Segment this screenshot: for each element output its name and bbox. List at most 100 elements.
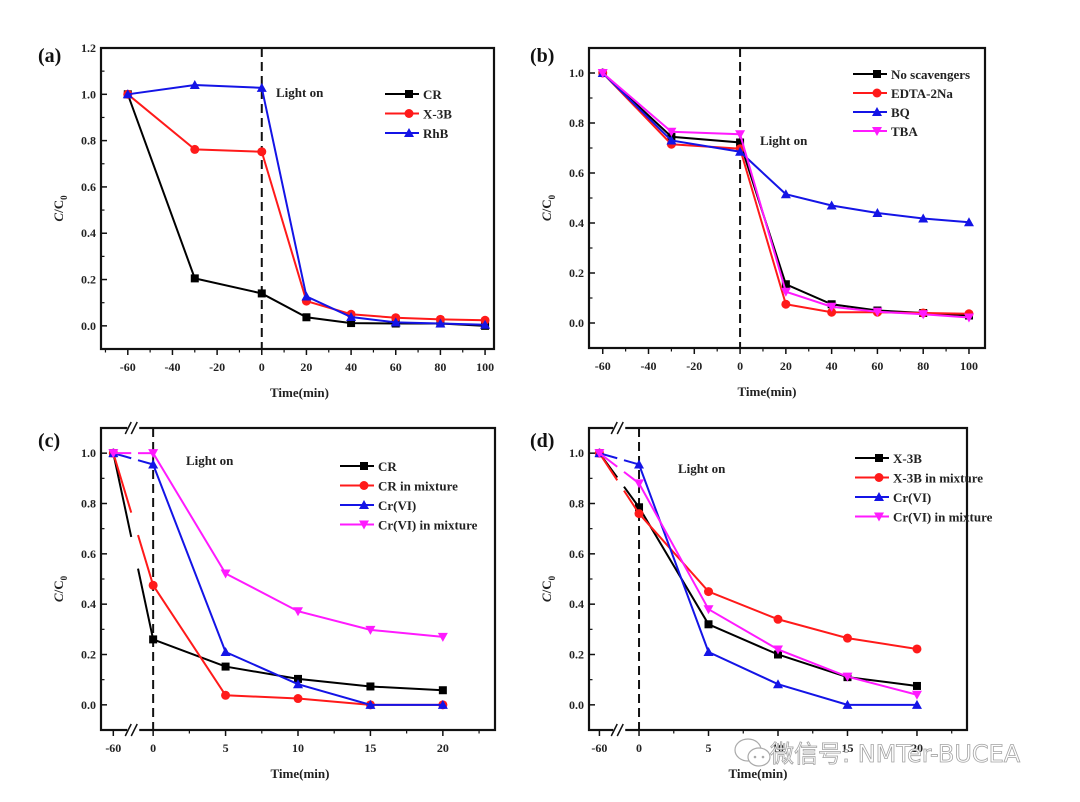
series-line — [623, 459, 640, 466]
y-tick-label: 1.0 — [569, 446, 584, 460]
data-point — [735, 146, 746, 156]
y-tick-label: 0.8 — [569, 497, 584, 511]
watermark: 微信号: NMTer-BUCEA — [734, 738, 1021, 768]
data-point — [842, 672, 853, 682]
series-cr-vi- — [594, 448, 922, 709]
legend-label: X-3B — [423, 107, 452, 122]
x-tick-label: 15 — [841, 741, 853, 755]
panel-b: 0.0 0.2 0.4 0.6 0.8 1.0 -60 -40 -20 0 20 40 60 80 100 T… — [530, 45, 987, 399]
x-tick-label: 0 — [259, 360, 265, 374]
data-point — [842, 699, 853, 709]
data-point — [190, 274, 199, 283]
y-tick-label: 1.0 — [81, 446, 96, 460]
data-point — [294, 674, 302, 683]
legend-item: RhB — [385, 126, 449, 141]
y-tick-label: 0.2 — [569, 648, 584, 662]
x-tick-label: 40 — [345, 360, 357, 374]
series-line — [137, 568, 155, 640]
data-point — [220, 646, 231, 656]
x-axis-title: Time(min) — [271, 766, 330, 781]
panel-d: 0.0 0.2 0.4 0.6 0.8 1.0 -60 0 5 10 15 20 Time(min) C/… — [530, 421, 993, 781]
plot-frame — [99, 46, 496, 351]
y-tick-label: 0.8 — [81, 134, 96, 148]
y-tick-label: 0.4 — [569, 216, 584, 230]
y-tick-label: 1.0 — [569, 66, 584, 80]
data-point — [346, 312, 357, 322]
series-line — [137, 534, 155, 586]
legend-marker — [874, 473, 884, 482]
x-tick-label: 60 — [390, 360, 402, 374]
data-point — [780, 189, 791, 199]
data-point — [347, 319, 356, 328]
x-tick-label: 60 — [871, 359, 883, 373]
data-point — [437, 632, 448, 642]
data-point — [872, 208, 883, 217]
x-tick-label: 40 — [826, 359, 838, 373]
data-point — [827, 307, 837, 317]
light-on-label: Light on — [760, 133, 808, 148]
legend-item: CR — [340, 459, 397, 474]
legend-item: Cr(VI) in mixture — [340, 518, 478, 533]
legend-marker — [872, 88, 882, 98]
legend-item: CR in mixture — [340, 479, 458, 494]
y-tick-label: 0.6 — [81, 180, 96, 194]
y-tick-label: 0.4 — [81, 597, 96, 611]
data-point — [293, 679, 303, 689]
x-tick-label: -40 — [641, 359, 657, 373]
legend-marker — [404, 128, 414, 137]
data-point — [911, 699, 922, 709]
data-point — [666, 135, 677, 145]
x-tick-label: 20 — [780, 359, 792, 373]
data-point — [735, 130, 746, 140]
y-tick-label: 0.4 — [569, 597, 584, 611]
data-point — [912, 681, 921, 690]
series-line — [127, 84, 486, 326]
series-cr-vi-in-mixture — [594, 449, 922, 700]
data-point — [189, 80, 200, 90]
legend-label: X-3B — [893, 451, 922, 466]
y-tick-label: 0.2 — [569, 266, 584, 280]
axis-break-gap — [127, 727, 140, 733]
axis-break-gap — [613, 425, 626, 431]
y-tick-label: 0.8 — [569, 116, 584, 130]
x-tick-label: -60 — [120, 360, 136, 374]
data-point — [301, 291, 312, 301]
data-point — [773, 679, 783, 689]
axis-break-mark — [130, 421, 138, 435]
data-point — [773, 645, 783, 655]
panel-label: (a) — [38, 45, 61, 67]
y-tick-label: 1.2 — [81, 41, 96, 55]
axis-break-mark — [610, 421, 618, 435]
legend-item: Cr(VI) — [340, 498, 416, 513]
panel-label: (c) — [38, 430, 60, 452]
data-point — [666, 127, 677, 137]
data-point — [293, 694, 303, 704]
legend-marker — [872, 107, 882, 116]
panel-label: (d) — [530, 430, 554, 452]
data-point — [911, 690, 922, 700]
series-rhb — [122, 80, 491, 329]
legend-label: Cr(VI) in mixture — [893, 510, 993, 525]
axis-break-mark — [124, 421, 132, 435]
x-tick-label: 80 — [917, 359, 929, 373]
y-axis-title: C/C0 — [51, 195, 69, 222]
x-tick-label: -20 — [686, 359, 702, 373]
y-tick-label: 0.4 — [81, 226, 96, 240]
series-cr-vi- — [108, 448, 448, 709]
x-tick-label: -40 — [164, 360, 180, 374]
data-point — [736, 138, 745, 147]
data-point — [149, 635, 158, 644]
data-point — [963, 217, 974, 227]
data-point — [826, 302, 837, 312]
series-line — [602, 72, 970, 319]
data-point — [435, 318, 446, 328]
data-point — [918, 213, 929, 223]
axis-break-mark — [124, 723, 132, 737]
data-point — [365, 699, 376, 709]
legend-item: No scavengers — [853, 67, 970, 82]
legend-label: Cr(VI) in mixture — [378, 518, 478, 533]
x-axis-title: Time(min) — [270, 385, 329, 400]
y-tick-label: 0.8 — [81, 497, 96, 511]
axis-break-mark — [616, 723, 624, 737]
